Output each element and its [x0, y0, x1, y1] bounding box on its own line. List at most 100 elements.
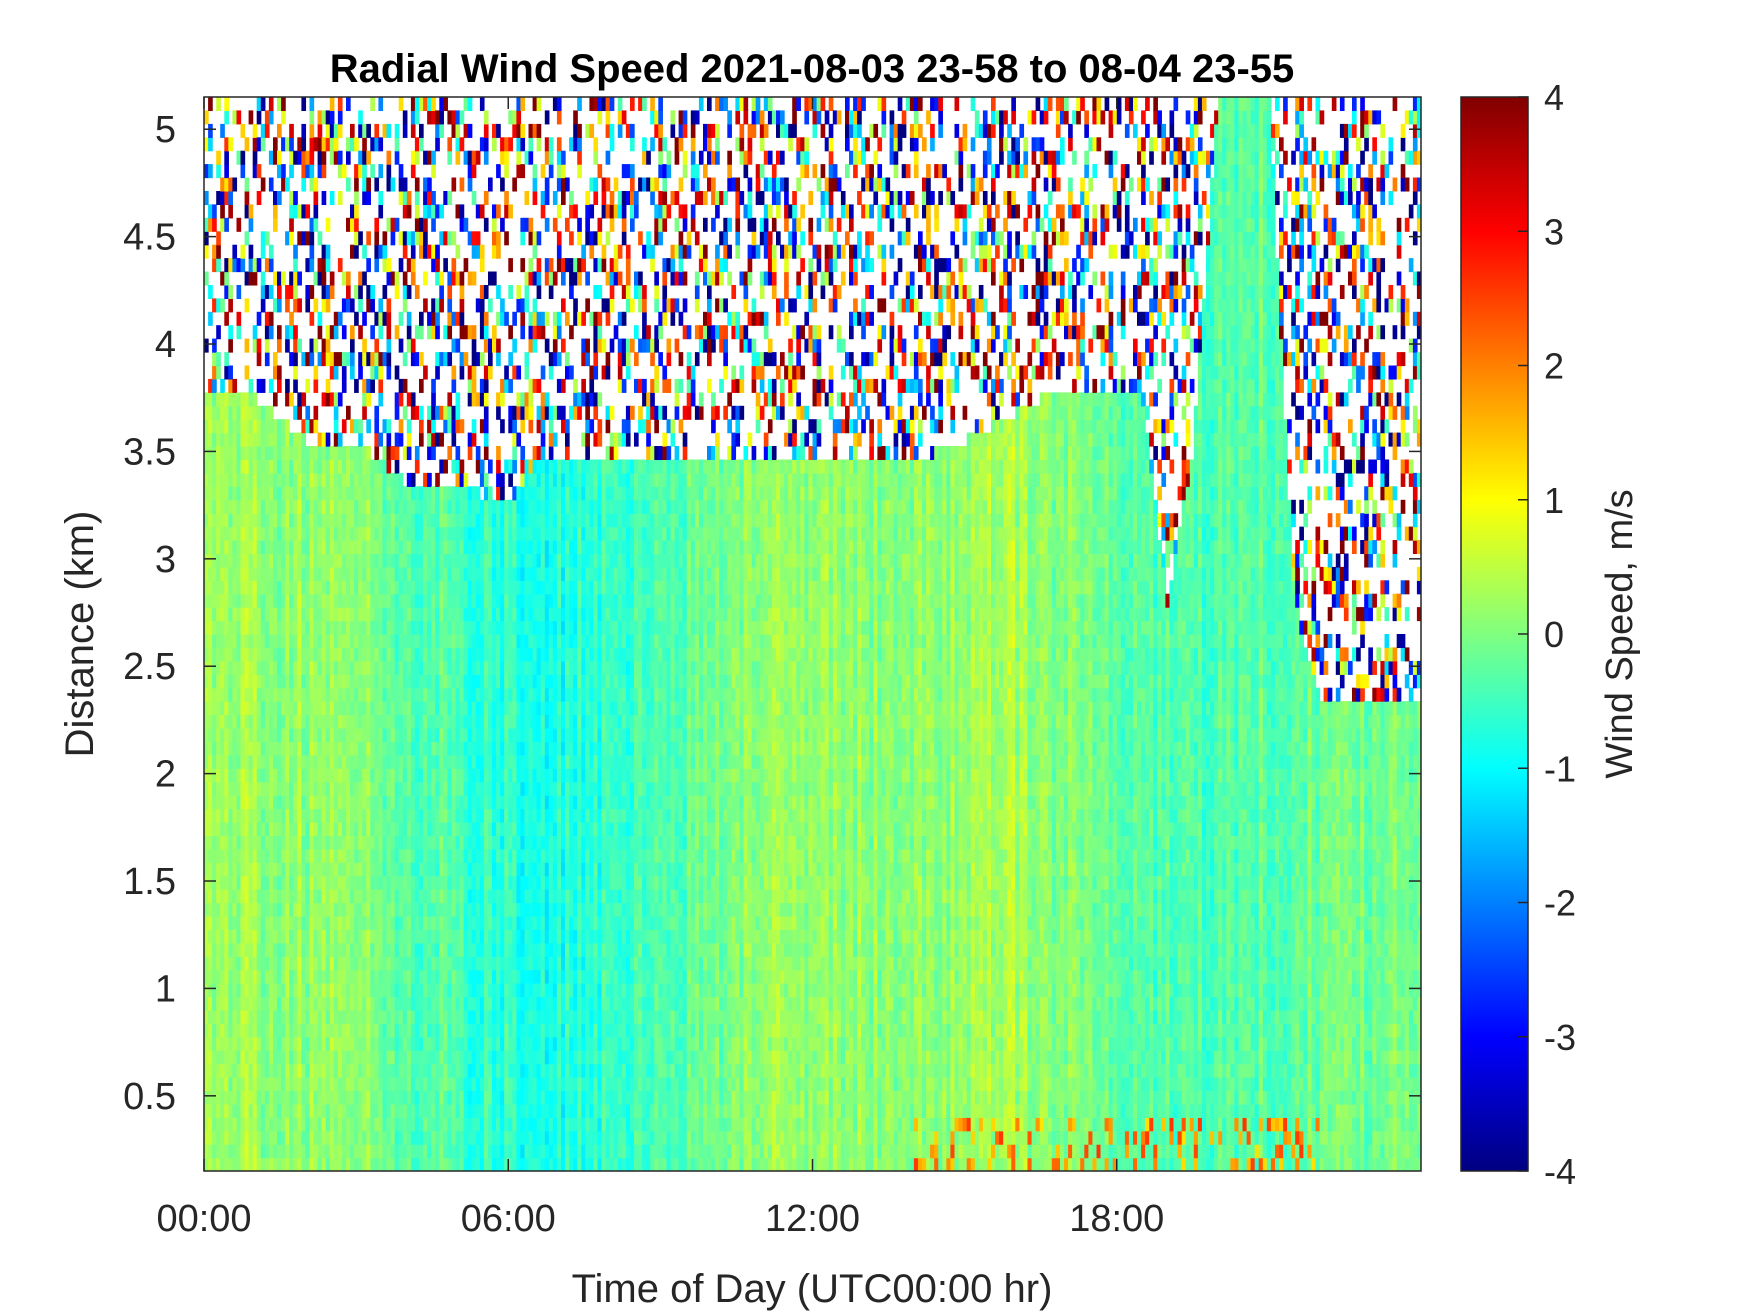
heatmap-cell [471, 392, 477, 407]
heatmap-cell [321, 647, 327, 662]
heatmap-cell [240, 150, 246, 165]
heatmap-cell [341, 472, 347, 487]
heatmap-cell [236, 566, 242, 581]
heatmap-cell [431, 902, 436, 917]
heatmap-cell [236, 969, 242, 984]
heatmap-cell [329, 808, 335, 823]
heatmap-cell [512, 1077, 517, 1092]
heatmap-cell [443, 1063, 448, 1078]
heatmap-cell [333, 996, 339, 1011]
heatmap-cell [313, 754, 319, 769]
heatmap-cell [419, 1050, 424, 1065]
heatmap-cell [471, 513, 477, 528]
heatmap-cell [374, 580, 380, 595]
heatmap-cell [427, 311, 432, 326]
heatmap-cell [402, 177, 408, 192]
heatmap-cell [297, 513, 302, 528]
heatmap-cell [488, 956, 493, 971]
heatmap-cell [317, 513, 323, 528]
heatmap-cell [427, 244, 432, 259]
heatmap-cell [402, 620, 408, 635]
heatmap-cell [204, 862, 209, 877]
heatmap-cell [496, 634, 501, 649]
heatmap-cell [431, 647, 436, 662]
heatmap-cell [488, 1009, 493, 1024]
heatmap-cell [268, 728, 274, 743]
heatmap-cell [354, 687, 359, 702]
heatmap-cell [406, 513, 412, 528]
heatmap-cell [439, 526, 444, 541]
heatmap-cell [370, 580, 375, 595]
heatmap-cell [289, 553, 294, 568]
heatmap-cell [419, 620, 424, 635]
heatmap-cell [244, 781, 250, 796]
heatmap-cell [256, 566, 262, 581]
heatmap-cell [224, 365, 229, 380]
heatmap-cell [305, 1050, 311, 1065]
heatmap-cell [366, 875, 371, 890]
heatmap-cell [496, 526, 501, 541]
heatmap-cell [463, 499, 469, 514]
heatmap-cell [244, 929, 250, 944]
heatmap-cell [410, 540, 416, 555]
heatmap-cell [289, 674, 294, 689]
heatmap-cell [244, 231, 250, 246]
heatmap-cell [273, 472, 278, 487]
heatmap-cell [508, 687, 513, 702]
heatmap-cell [382, 1036, 388, 1051]
heatmap-cell [329, 365, 335, 380]
heatmap-cell [451, 1157, 457, 1171]
heatmap-cell [443, 915, 448, 930]
heatmap-cell [406, 701, 412, 716]
heatmap-cell [264, 1157, 270, 1171]
heatmap-cell [370, 875, 375, 890]
heatmap-cell [216, 660, 221, 675]
heatmap-cell [216, 365, 221, 380]
heatmap-cell [346, 459, 351, 474]
heatmap-cell [228, 674, 233, 689]
heatmap-cell [212, 1050, 217, 1065]
heatmap-cell [244, 848, 250, 863]
heatmap-cell [447, 1103, 453, 1118]
heatmap-cell [423, 177, 428, 192]
heatmap-cell [268, 862, 274, 877]
heatmap-cell [504, 687, 509, 702]
heatmap-cell [216, 835, 221, 850]
heatmap-cell [435, 258, 440, 273]
heatmap-cell [273, 1036, 278, 1051]
heatmap-cell [289, 607, 294, 622]
heatmap-cell [483, 472, 489, 487]
heatmap-cell [346, 1090, 351, 1105]
heatmap-cell [264, 419, 270, 434]
heatmap-cell [423, 795, 428, 810]
heatmap-cell [467, 1117, 473, 1132]
heatmap-cell [252, 929, 258, 944]
heatmap-cell [346, 217, 351, 232]
heatmap-cell [483, 607, 489, 622]
heatmap-cell [463, 580, 469, 595]
heatmap-cell [333, 889, 339, 904]
heatmap-cell [293, 191, 298, 206]
heatmap-cell [382, 754, 388, 769]
heatmap-cell [228, 566, 233, 581]
heatmap-cell [321, 701, 327, 716]
heatmap-cell [350, 217, 355, 232]
heatmap-cell [281, 432, 286, 447]
heatmap-cell [467, 1144, 473, 1159]
heatmap-cell [346, 822, 351, 837]
heatmap-cell [268, 1157, 274, 1171]
heatmap-cell [341, 862, 347, 877]
heatmap-cell [483, 311, 489, 326]
heatmap-cell [455, 956, 461, 971]
heatmap-cell [406, 540, 412, 555]
heatmap-cell [459, 540, 465, 555]
heatmap-cell [333, 902, 339, 917]
heatmap-cell [394, 808, 400, 823]
heatmap-cell [212, 862, 217, 877]
heatmap-cell [236, 1009, 242, 1024]
heatmap-cell [341, 822, 347, 837]
heatmap-cell [268, 969, 274, 984]
heatmap-cell [285, 446, 290, 461]
heatmap-cell [309, 311, 315, 326]
heatmap-cell [354, 848, 359, 863]
